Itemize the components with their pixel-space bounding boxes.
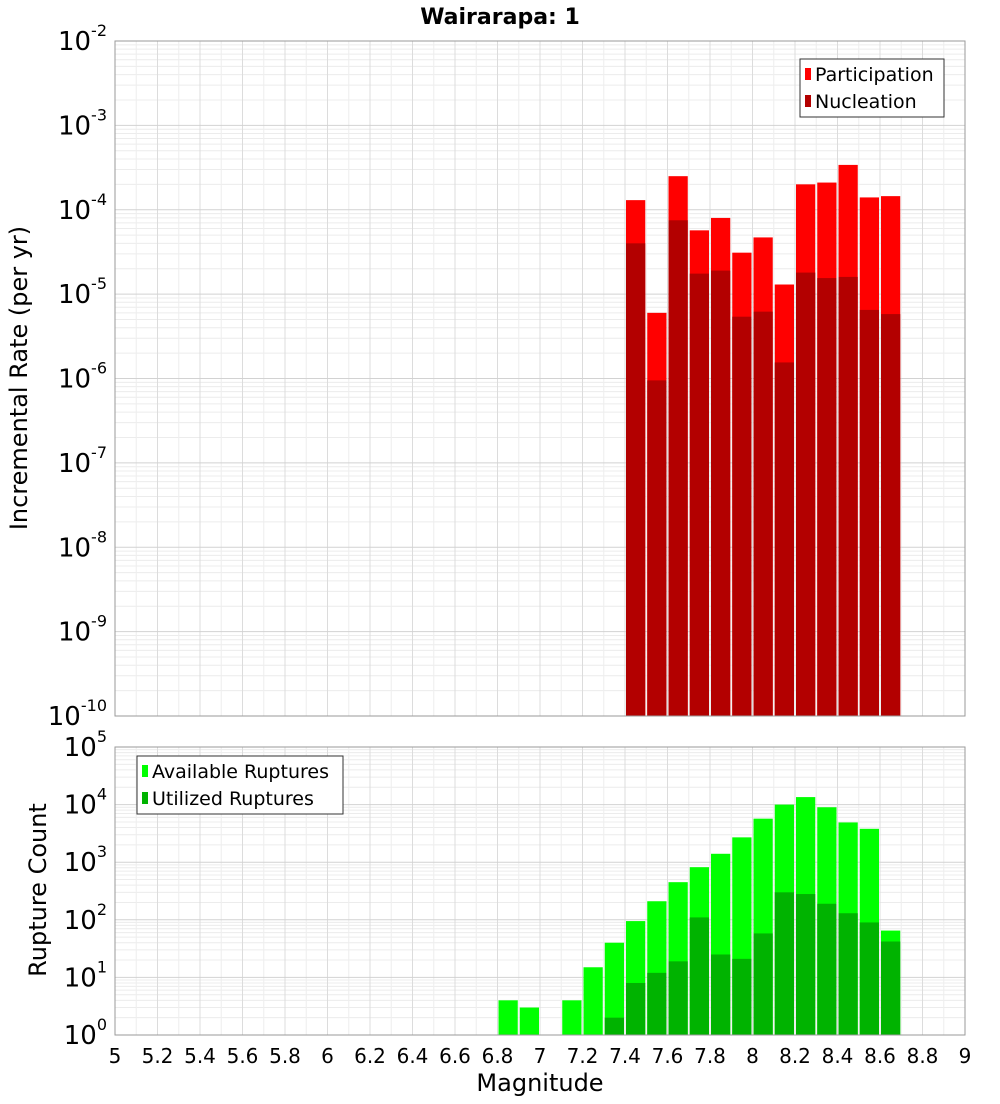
bar-utilized-ruptures <box>838 913 858 1035</box>
x-tick-label: 5.8 <box>269 1044 301 1068</box>
legend-swatch <box>142 765 148 777</box>
y-tick-label: 102 <box>64 900 107 936</box>
top-y-axis-label: Incremental Rate (per yr) <box>5 226 33 530</box>
bar-utilized-ruptures <box>668 961 688 1035</box>
bar-utilized-ruptures <box>626 982 646 1035</box>
y-tick-label: 103 <box>64 842 107 878</box>
x-tick-label: 5.2 <box>142 1044 174 1068</box>
x-tick-label: 6 <box>321 1044 334 1068</box>
legend-label: Available Ruptures <box>152 761 329 783</box>
bar-utilized-ruptures <box>647 972 667 1035</box>
y-tick-label: 10-6 <box>58 359 107 395</box>
bar-nucleation <box>859 309 879 716</box>
legend-label: Nucleation <box>815 91 917 113</box>
x-tick-label: 8.4 <box>822 1044 854 1068</box>
bar-utilized-ruptures <box>859 922 879 1035</box>
bar-available-ruptures <box>583 967 603 1035</box>
plot-frame <box>114 40 966 717</box>
x-tick-label: 6.8 <box>482 1044 514 1068</box>
legend-swatch <box>805 68 811 80</box>
y-tick-label: 105 <box>64 727 107 763</box>
y-tick-label: 10-9 <box>58 612 107 648</box>
bar-utilized-ruptures <box>604 1017 624 1035</box>
legend-swatch <box>805 95 811 107</box>
bottom-plot-area: 100 101 102 103 104 105 5 5.2 5.4 5.6 5.8 6 6.2 6.4 6.… <box>64 727 972 1068</box>
x-tick-label: 8.6 <box>864 1044 896 1068</box>
x-tick-label: 8.2 <box>779 1044 811 1068</box>
y-tick-label: 10-8 <box>58 527 107 563</box>
x-tick-label: 6.2 <box>354 1044 386 1068</box>
x-tick-label: 8.8 <box>907 1044 939 1068</box>
y-tick-label: 10-10 <box>48 696 107 732</box>
bar-nucleation <box>668 220 688 717</box>
bar-nucleation <box>838 276 858 716</box>
bar-nucleation <box>774 362 794 716</box>
bar-utilized-ruptures <box>689 917 709 1035</box>
bar-utilized-ruptures <box>711 954 731 1035</box>
plot-frame <box>114 746 966 1036</box>
x-axis-label: Magnitude <box>476 1069 603 1097</box>
y-tick-label: 10-3 <box>58 105 107 141</box>
y-tick-label: 10-7 <box>58 443 107 479</box>
x-tick-label: 7.2 <box>567 1044 599 1068</box>
y-tick-label: 10-5 <box>58 274 107 310</box>
bar-nucleation <box>881 314 901 716</box>
bar-nucleation <box>732 316 752 716</box>
bar-utilized-ruptures <box>774 892 794 1035</box>
bar-nucleation <box>753 311 773 716</box>
x-tick-label: 5.6 <box>227 1044 259 1068</box>
x-tick-label: 7.8 <box>694 1044 726 1068</box>
legend-box <box>799 58 945 118</box>
legend-swatch <box>142 792 148 804</box>
x-tick-label: 5 <box>109 1044 122 1068</box>
bar-nucleation <box>647 380 667 716</box>
y-tick-label: 101 <box>64 957 107 993</box>
bar-nucleation <box>817 278 837 716</box>
bar-nucleation <box>626 243 646 717</box>
bar-utilized-ruptures <box>817 903 837 1035</box>
bar-utilized-ruptures <box>753 933 773 1035</box>
x-tick-label: 7.6 <box>652 1044 684 1068</box>
x-tick-label: 7 <box>534 1044 547 1068</box>
legend-label: Participation <box>815 64 934 86</box>
y-tick-label: 10-2 <box>58 21 107 57</box>
bar-available-ruptures <box>604 942 624 1035</box>
bar-utilized-ruptures <box>732 958 752 1035</box>
y-tick-label: 100 <box>64 1015 107 1051</box>
legend-box <box>136 755 344 815</box>
bar-utilized-ruptures <box>796 894 816 1035</box>
chart-title: Wairarapa: 1 <box>420 5 580 30</box>
bar-nucleation <box>689 273 709 716</box>
bar-nucleation <box>796 272 816 716</box>
bar-nucleation <box>711 270 731 716</box>
y-tick-label: 10-4 <box>58 190 107 226</box>
bottom-y-axis-label: Rupture Count <box>24 803 52 977</box>
legend-label: Utilized Ruptures <box>152 788 314 810</box>
x-tick-label: 8 <box>746 1044 759 1068</box>
top-plot-area: 10-10 10-9 10-8 10-7 10-6 10-5 10-4 10-3 10-2 Par… <box>48 21 966 732</box>
x-tick-label: 9 <box>959 1044 972 1068</box>
x-tick-label: 5.4 <box>184 1044 216 1068</box>
y-tick-label: 104 <box>64 785 107 821</box>
bar-utilized-ruptures <box>881 941 901 1035</box>
bar-available-ruptures <box>519 1007 539 1035</box>
bar-available-ruptures <box>562 1000 582 1035</box>
legend: Participation Nucleation <box>799 58 945 118</box>
legend: Available Ruptures Utilized Ruptures <box>136 755 344 815</box>
x-tick-label: 7.4 <box>609 1044 641 1068</box>
x-tick-label: 6.6 <box>439 1044 471 1068</box>
x-tick-label: 6.4 <box>397 1044 429 1068</box>
bar-available-ruptures <box>498 1000 518 1035</box>
